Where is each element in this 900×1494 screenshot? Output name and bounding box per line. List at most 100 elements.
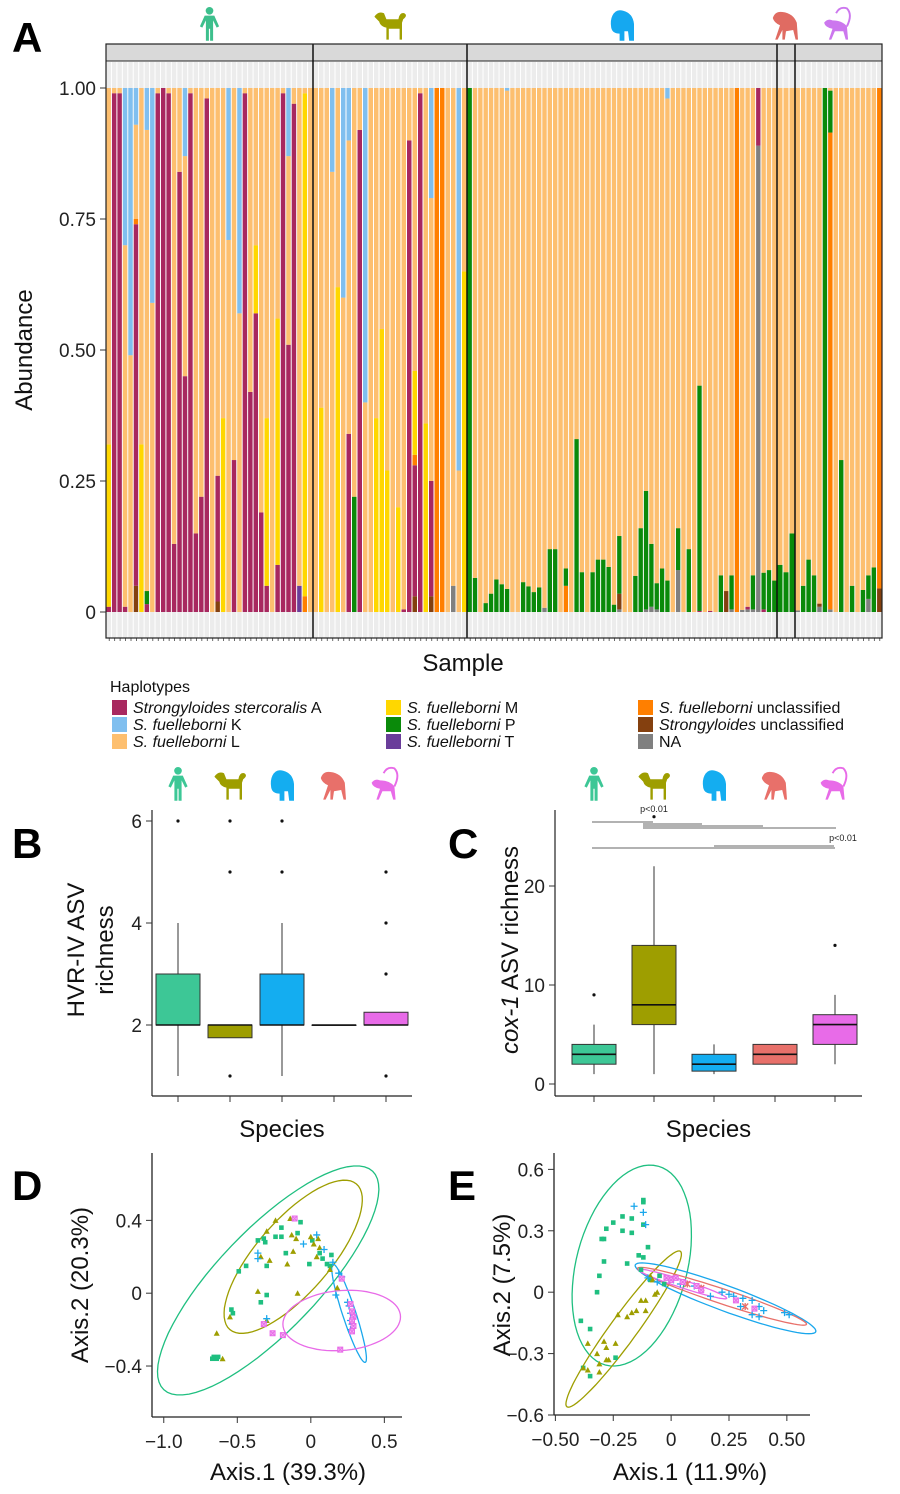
bar-segment-L (280, 88, 286, 94)
bar-segment-K (237, 88, 242, 314)
bar-segment-L (844, 88, 849, 612)
facet-strip (105, 43, 883, 62)
bar-segment-K (286, 88, 291, 157)
bar-segment-L (297, 88, 302, 586)
bar-segment-P (697, 385, 702, 611)
bar-segment-L (536, 88, 542, 588)
bar-segment-P (547, 549, 553, 612)
x-axis-label: Species (239, 1116, 324, 1143)
bar-segment-P (590, 572, 595, 612)
bar-segment-L (761, 88, 766, 573)
bar-segment-FU (434, 88, 439, 612)
data-point (332, 1291, 340, 1299)
bar-segment-P (472, 577, 478, 612)
bar-segment-L (472, 88, 478, 578)
bar-segment-FU (133, 219, 139, 225)
bar-segment-P (772, 580, 777, 612)
data-point (638, 1297, 645, 1303)
data-point (266, 1257, 273, 1263)
bar-segment-P (531, 592, 536, 612)
bar-segment-L (248, 88, 253, 392)
x-tick-label: 0.5 (371, 1432, 397, 1453)
bar-segment-SU (877, 588, 882, 612)
bar-segment-NA (828, 609, 833, 612)
bar-segment-L (264, 88, 269, 419)
data-point (620, 1214, 625, 1219)
bar-segment-L (681, 88, 686, 612)
bar-segment-L (128, 355, 133, 612)
data-point (739, 1294, 747, 1302)
bar-segment-M (379, 329, 384, 612)
bar-segment-P (828, 90, 833, 133)
y-axis-label: cox-1 ASV richness (497, 846, 524, 1054)
data-point (290, 1248, 297, 1254)
bar-segment-NA (675, 570, 681, 612)
data-point (264, 1292, 270, 1298)
bar-segment-P (811, 575, 817, 612)
data-point (614, 1311, 621, 1318)
data-point (597, 1273, 602, 1279)
bar-segment-L (231, 88, 237, 461)
bar-segment-P (750, 575, 756, 610)
bar-segment-A (708, 610, 713, 612)
bar-segment-NA (866, 598, 871, 612)
bar-segment-L (122, 245, 128, 607)
data-point (263, 1315, 271, 1323)
bar-segment-L (275, 88, 280, 319)
bar-segment-L (606, 88, 611, 567)
data-point (264, 1263, 270, 1269)
monkey-icon (819, 766, 848, 801)
bar-segment-L (456, 470, 461, 612)
bar-segment-P (499, 584, 504, 612)
bar-segment-L (563, 88, 569, 569)
legend-label: S. fuelleborni unclassified (659, 700, 840, 717)
legend-label-suffix: unclassified (752, 700, 840, 717)
bar-segment-A (756, 88, 761, 146)
bar-segment-L (462, 88, 467, 272)
data-point (313, 1253, 320, 1260)
data-point (213, 1330, 220, 1336)
bar-segment-L (429, 198, 434, 482)
bar-segment-M (412, 370, 417, 455)
bar-segment-L (833, 88, 838, 612)
bar-segment-K (363, 88, 368, 403)
human-icon (199, 6, 220, 41)
bar-segment-L (215, 88, 220, 476)
dog-icon (214, 772, 246, 800)
data-point (596, 1360, 603, 1367)
bar-segment-M (423, 423, 428, 612)
data-point (613, 1355, 618, 1360)
bar-segment-L (171, 88, 177, 544)
data-point (653, 1278, 661, 1286)
bar-segment-L (330, 171, 335, 612)
bar-segment-P (871, 567, 877, 612)
bar-segment-K (150, 88, 155, 303)
bar-segment-L (390, 88, 395, 612)
confidence-ellipse (156, 1165, 380, 1396)
bar-segment-FU (412, 454, 417, 466)
data-point (294, 1290, 301, 1296)
data-point (347, 1301, 354, 1308)
bar-segment-K (330, 88, 335, 172)
data-point (642, 1307, 649, 1314)
bar-segment-A (248, 391, 253, 612)
data-point (624, 1261, 630, 1266)
data-point (254, 1288, 261, 1294)
panel-letter: C (448, 820, 478, 867)
y-tick-label: 0 (85, 603, 96, 624)
bar-segment-M (220, 418, 226, 612)
bar-segment-A (253, 313, 259, 612)
legend-label: S. fuelleborni L (133, 734, 240, 751)
bar-segment-L (401, 88, 406, 610)
bar-segment-A (401, 609, 406, 612)
bar-segment-L (407, 88, 412, 141)
bar-segment-L (324, 88, 329, 612)
data-point (349, 1317, 355, 1324)
data-point (327, 1263, 333, 1269)
bar-segment-P (761, 572, 766, 610)
bar-segment-FU (302, 596, 308, 612)
bar-segment-P (488, 593, 494, 612)
bar-segment-A (275, 564, 280, 612)
bar-segment-K (346, 88, 351, 141)
bar-segment-P (601, 559, 606, 612)
